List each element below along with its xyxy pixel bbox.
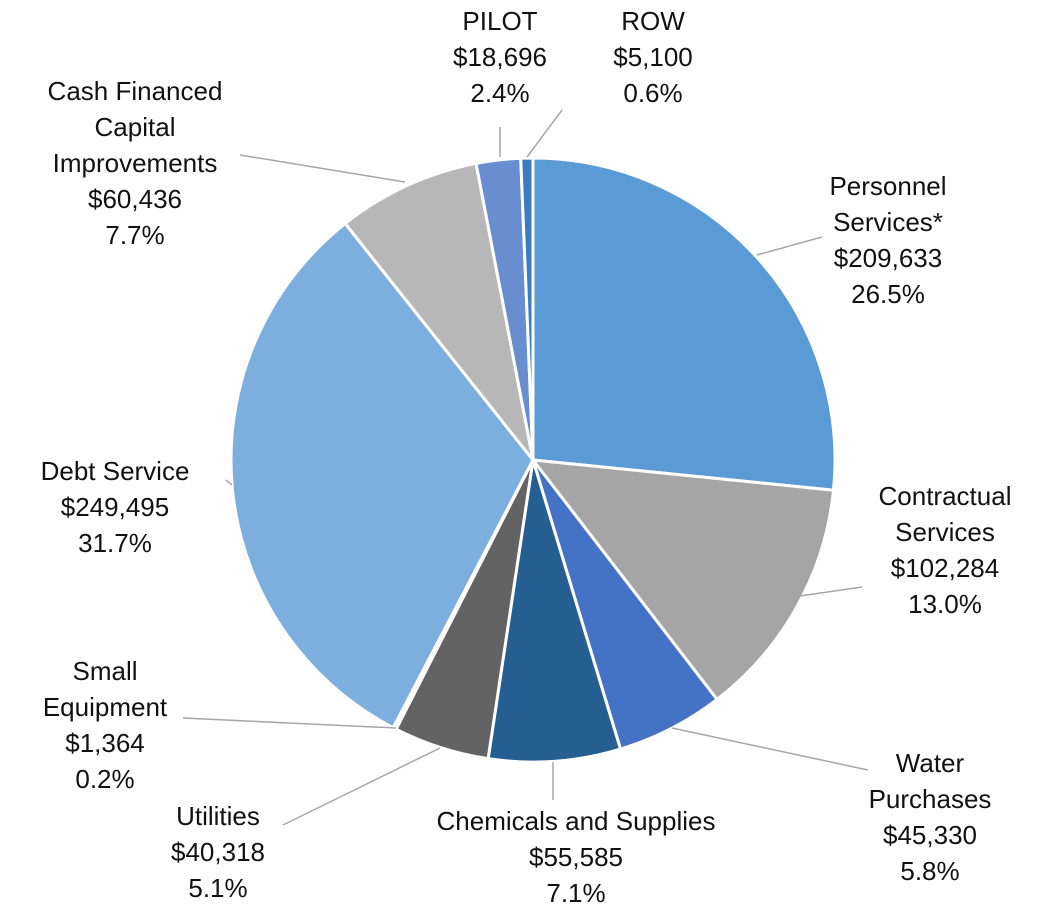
percent-label: 2.4% bbox=[470, 78, 530, 108]
value-label: $60,436 bbox=[88, 184, 182, 214]
category-label: Utilities bbox=[176, 801, 260, 831]
pie-slice bbox=[531, 156, 837, 492]
percent-label: 7.1% bbox=[546, 878, 606, 908]
category-label: Chemicals and Supplies bbox=[436, 806, 716, 836]
slice-label: Small Equipment $1,364 0.2% bbox=[20, 653, 190, 797]
pie-slice bbox=[486, 459, 623, 764]
slice-label: Water Purchases $45,330 5.8% bbox=[855, 745, 1005, 889]
leader-line bbox=[756, 236, 823, 256]
category-label: Contractual Services bbox=[878, 481, 1012, 547]
value-label: $102,284 bbox=[890, 553, 1000, 583]
value-label: $5,100 bbox=[613, 42, 693, 72]
value-label: $40,318 bbox=[171, 837, 265, 867]
category-label: Small Equipment bbox=[42, 656, 168, 722]
slice-label: PILOT $18,696 2.4% bbox=[430, 3, 570, 111]
percent-label: 13.0% bbox=[908, 589, 982, 619]
percent-label: 0.6% bbox=[623, 78, 683, 108]
percent-label: 5.8% bbox=[900, 856, 960, 886]
category-label: Personnel Services* bbox=[829, 171, 947, 237]
slice-label: ROW $5,100 0.6% bbox=[583, 3, 723, 111]
leader-line bbox=[671, 727, 869, 771]
slice-label: Personnel Services* $209,633 26.5% bbox=[813, 168, 963, 312]
slice-label: Cash Financed Capital Improvements $60,43… bbox=[25, 73, 245, 253]
slice-label: Utilities $40,318 5.1% bbox=[148, 798, 288, 906]
value-label: $18,696 bbox=[453, 42, 547, 72]
pie-slice bbox=[519, 156, 535, 461]
leader-line bbox=[225, 479, 233, 486]
slice-label: Contractual Services $102,284 13.0% bbox=[860, 478, 1030, 622]
percent-label: 7.7% bbox=[105, 220, 165, 250]
leader-line bbox=[282, 747, 441, 826]
category-label: Cash Financed Capital Improvements bbox=[47, 76, 223, 178]
leader-line bbox=[182, 717, 397, 729]
leader-line bbox=[526, 109, 563, 158]
slice-label: Chemicals and Supplies $55,585 7.1% bbox=[396, 803, 756, 911]
pie-slice bbox=[229, 221, 535, 730]
value-label: $209,633 bbox=[833, 243, 943, 273]
percent-label: 5.1% bbox=[188, 873, 248, 903]
value-label: $1,364 bbox=[65, 728, 145, 758]
percent-label: 0.2% bbox=[75, 764, 135, 794]
leader-line bbox=[771, 586, 863, 601]
category-label: Debt Service bbox=[40, 456, 190, 486]
category-label: Water Purchases bbox=[868, 748, 992, 814]
value-label: $55,585 bbox=[529, 842, 623, 872]
leader-line bbox=[239, 154, 406, 183]
category-label: PILOT bbox=[462, 6, 538, 36]
value-label: $45,330 bbox=[883, 820, 977, 850]
category-label: ROW bbox=[621, 6, 685, 36]
percent-label: 31.7% bbox=[78, 528, 152, 558]
slice-label: Debt Service $249,495 31.7% bbox=[5, 453, 225, 561]
percent-label: 26.5% bbox=[851, 279, 925, 309]
value-label: $249,495 bbox=[60, 492, 170, 522]
pie-slice bbox=[529, 458, 836, 702]
pie-slice bbox=[343, 161, 535, 461]
